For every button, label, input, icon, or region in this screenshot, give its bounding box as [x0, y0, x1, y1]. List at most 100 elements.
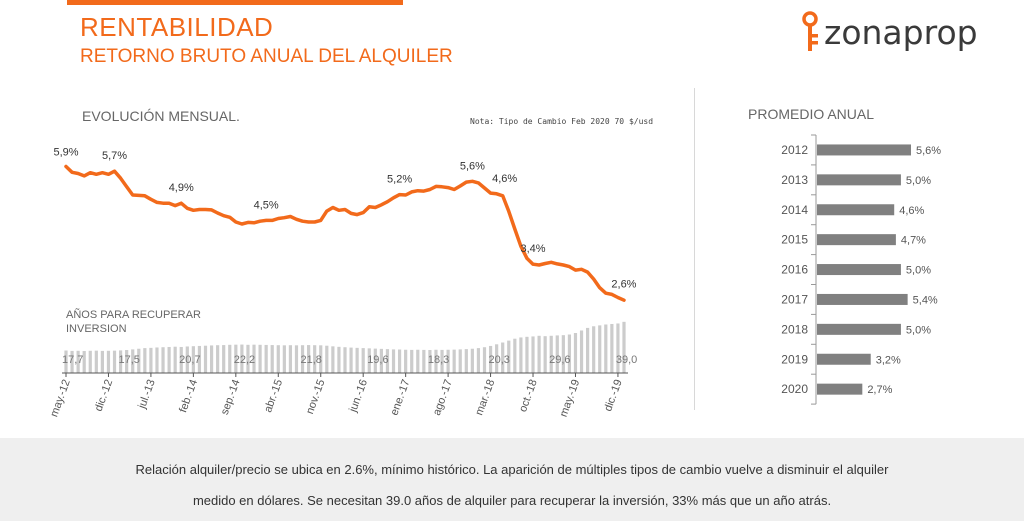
annual-value-label: 5,0%	[906, 175, 931, 187]
line-data-label: 4,9%	[169, 182, 194, 194]
page-subtitle: RETORNO BRUTO ANUAL DEL ALQUILER	[80, 46, 453, 67]
years-bar	[488, 345, 493, 373]
years-bar	[379, 348, 383, 373]
exchange-rate-note: Nota: Tipo de Cambio Feb 2020 70 $/usd	[470, 117, 654, 126]
years-bar	[222, 345, 226, 373]
years-bar	[282, 345, 286, 373]
years-bar	[361, 348, 365, 373]
years-bar	[100, 350, 104, 373]
annual-value-label: 4,7%	[901, 235, 926, 247]
years-bar	[216, 345, 220, 373]
years-bar	[622, 321, 626, 373]
years-bar	[209, 345, 214, 373]
years-bar	[434, 349, 438, 373]
years-bar	[531, 336, 535, 373]
years-bar-label: 22,2	[234, 354, 255, 366]
years-bar-label: 21,8	[300, 354, 321, 366]
zonaprop-logo: zonaprop	[800, 10, 1000, 60]
annual-value-label: 5,0%	[906, 265, 931, 277]
years-bar	[586, 327, 590, 373]
annual-value-label: 2,7%	[867, 384, 892, 396]
years-bar	[470, 348, 474, 373]
annual-year-label: 2012	[781, 143, 808, 157]
rent-return-line	[64, 164, 626, 302]
years-bar	[94, 350, 98, 373]
years-bar	[367, 348, 371, 373]
years-bar	[252, 344, 256, 373]
panel-divider	[694, 88, 695, 410]
years-bar	[143, 348, 147, 373]
years-bar	[161, 347, 165, 373]
years-bar	[337, 346, 341, 373]
annual-bar	[817, 144, 911, 156]
years-bar	[88, 350, 92, 373]
x-tick-label: ago.-17	[431, 378, 455, 417]
years-bar	[325, 345, 329, 373]
years-bar	[567, 334, 572, 373]
years-bar	[525, 336, 529, 373]
years-bar	[246, 344, 250, 373]
years-bar	[592, 326, 596, 373]
years-bar	[234, 344, 238, 373]
years-bar	[131, 349, 135, 373]
years-bar	[167, 346, 171, 373]
annual-value-label: 5,0%	[906, 324, 931, 336]
years-bar-label: 17,5	[119, 354, 140, 366]
years-bar	[579, 330, 584, 373]
years-bar	[118, 350, 123, 373]
logo-text: zonaprop	[824, 13, 978, 52]
years-bar-label: 17,7	[62, 354, 83, 366]
years-bar	[64, 350, 68, 373]
years-bar	[385, 349, 390, 373]
years-bar	[112, 350, 117, 373]
years-bar-label: 18,3	[428, 354, 449, 366]
footer-line-1: Relación alquiler/precio se ubica en 2.6…	[135, 462, 889, 477]
years-bar-label: 20,7	[179, 354, 200, 366]
years-bar	[149, 347, 153, 373]
years-bar	[125, 350, 129, 373]
years-bar	[228, 344, 232, 373]
years-bar	[555, 335, 559, 373]
years-bar	[513, 338, 517, 373]
x-tick-label: oct.-18	[517, 378, 540, 414]
years-bar	[349, 347, 353, 373]
years-bar	[410, 349, 414, 373]
years-bar	[458, 349, 462, 373]
years-bar	[137, 348, 141, 373]
years-bar	[397, 349, 402, 373]
years-bar	[106, 350, 111, 373]
years-bars-title: INVERSION	[66, 323, 127, 335]
line-data-label: 4,6%	[492, 173, 517, 185]
years-bar	[537, 335, 541, 373]
years-bar	[264, 344, 268, 373]
x-tick-label: dic.-19	[602, 378, 625, 413]
footer-summary: Relación alquiler/precio se ubica en 2.6…	[0, 438, 1024, 521]
footer-line-2: medido en dólares. Se necesitan 39.0 año…	[192, 493, 832, 508]
annual-year-label: 2014	[781, 203, 808, 217]
annual-value-label: 3,2%	[876, 354, 901, 366]
years-bar	[543, 336, 547, 373]
x-tick-label: nov.-15	[304, 378, 328, 416]
annual-bar	[817, 234, 896, 246]
annual-value-label: 4,6%	[899, 205, 924, 217]
key-icon	[802, 11, 818, 51]
years-bar	[197, 345, 202, 373]
annual-bar	[817, 204, 895, 216]
years-bar	[416, 349, 420, 373]
years-bar	[373, 348, 377, 373]
annual-year-label: 2018	[781, 322, 808, 336]
x-tick-label: may.-12	[48, 378, 73, 419]
years-bar	[476, 348, 481, 373]
years-bar-label: 29,6	[549, 354, 570, 366]
years-bar	[440, 349, 444, 373]
years-bar	[191, 346, 195, 373]
years-bar	[561, 335, 565, 373]
years-bar	[276, 345, 280, 373]
years-bar	[604, 324, 608, 373]
years-bar	[482, 347, 487, 373]
years-bar	[185, 346, 189, 373]
years-bar	[446, 349, 450, 373]
years-bar	[573, 332, 578, 373]
years-bar	[598, 325, 602, 373]
years-bar-label: 20,3	[489, 354, 510, 366]
